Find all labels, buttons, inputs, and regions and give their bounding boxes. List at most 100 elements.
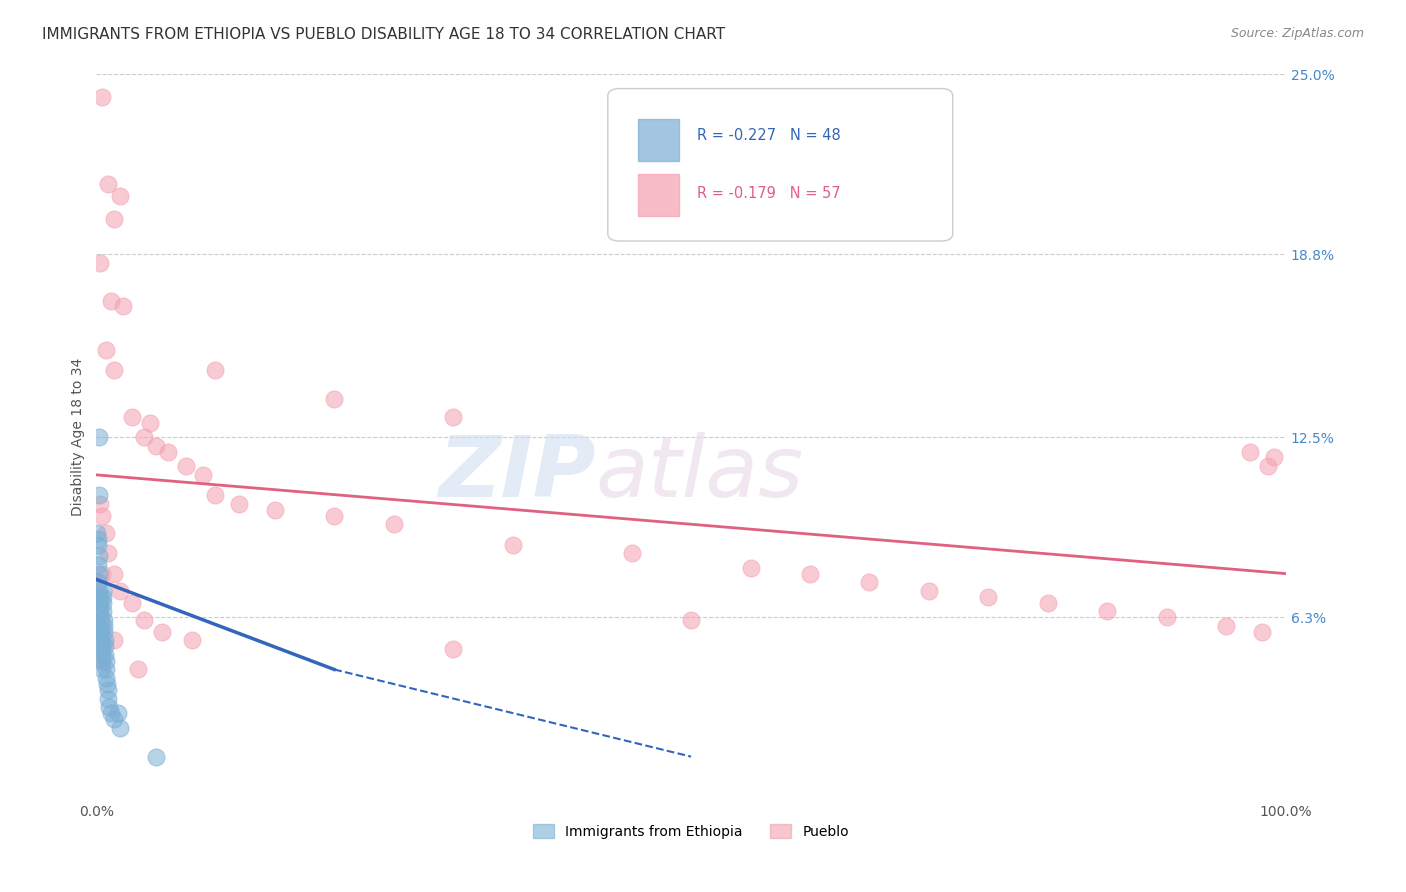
Point	[100, 706, 122, 720]
Point	[121, 596, 143, 610]
Point	[91, 596, 114, 610]
Point	[90, 633, 112, 648]
Point	[108, 721, 131, 735]
Point	[90, 654, 112, 668]
Point	[132, 430, 155, 444]
Point	[918, 584, 941, 599]
Point	[103, 633, 125, 648]
Point	[1156, 610, 1178, 624]
Point	[180, 633, 202, 648]
Point	[94, 639, 117, 653]
Point	[86, 532, 108, 546]
Point	[139, 416, 162, 430]
Point	[150, 624, 173, 639]
Text: R = -0.179   N = 57: R = -0.179 N = 57	[697, 186, 841, 202]
Point	[107, 706, 129, 720]
Point	[91, 663, 114, 677]
Point	[87, 566, 110, 581]
Point	[228, 497, 250, 511]
Point	[441, 642, 464, 657]
Point	[91, 508, 114, 523]
Point	[91, 590, 114, 604]
Point	[90, 624, 112, 639]
Text: Source: ZipAtlas.com: Source: ZipAtlas.com	[1230, 27, 1364, 40]
Point	[145, 749, 167, 764]
Point	[93, 613, 115, 627]
Point	[858, 575, 880, 590]
Point	[1097, 604, 1119, 618]
Point	[740, 561, 762, 575]
Point	[1036, 596, 1059, 610]
Point	[100, 293, 122, 308]
Point	[87, 549, 110, 564]
Point	[94, 663, 117, 677]
Point	[94, 525, 117, 540]
Point	[174, 459, 197, 474]
Point	[86, 525, 108, 540]
Point	[620, 546, 643, 560]
Point	[204, 488, 226, 502]
Point	[132, 613, 155, 627]
Bar	[637, 174, 679, 216]
Point	[502, 538, 524, 552]
Point	[87, 558, 110, 572]
Text: R = -0.227   N = 48: R = -0.227 N = 48	[697, 128, 841, 144]
Point	[1215, 619, 1237, 633]
Point	[977, 590, 1000, 604]
Point	[103, 363, 125, 377]
Point	[89, 613, 111, 627]
Point	[94, 648, 117, 662]
Point	[90, 639, 112, 653]
Point	[94, 654, 117, 668]
Point	[89, 584, 111, 599]
Point	[103, 566, 125, 581]
Point	[89, 624, 111, 639]
Point	[93, 624, 115, 639]
Point	[108, 584, 131, 599]
Point	[87, 590, 110, 604]
Point	[93, 619, 115, 633]
Point	[87, 538, 110, 552]
Point	[98, 700, 121, 714]
Point	[87, 430, 110, 444]
Point	[90, 619, 112, 633]
Point	[91, 90, 114, 104]
Point	[156, 444, 179, 458]
Point	[127, 663, 149, 677]
Legend: Immigrants from Ethiopia, Pueblo: Immigrants from Ethiopia, Pueblo	[527, 818, 855, 844]
Text: atlas: atlas	[596, 432, 804, 515]
Point	[89, 596, 111, 610]
Point	[97, 682, 120, 697]
Point	[91, 584, 114, 599]
Point	[1239, 444, 1261, 458]
Point	[87, 604, 110, 618]
FancyBboxPatch shape	[607, 88, 953, 241]
Point	[91, 648, 114, 662]
Point	[96, 677, 118, 691]
Point	[89, 497, 111, 511]
Point	[323, 392, 346, 407]
Point	[89, 488, 111, 502]
Point	[91, 654, 114, 668]
Point	[323, 508, 346, 523]
Text: ZIP: ZIP	[439, 432, 596, 515]
Point	[89, 604, 111, 618]
Y-axis label: Disability Age 18 to 34: Disability Age 18 to 34	[72, 358, 86, 516]
Point	[87, 619, 110, 633]
Point	[193, 467, 215, 482]
Point	[96, 671, 118, 685]
Point	[145, 439, 167, 453]
Point	[204, 363, 226, 377]
Point	[263, 502, 285, 516]
Point	[108, 189, 131, 203]
Point	[121, 409, 143, 424]
Point	[87, 575, 110, 590]
Point	[87, 575, 110, 590]
Point	[93, 633, 115, 648]
Point	[1257, 459, 1279, 474]
Point	[1251, 624, 1274, 639]
Point	[97, 546, 120, 560]
Bar	[637, 119, 679, 161]
Point	[90, 642, 112, 657]
Point	[97, 178, 120, 192]
